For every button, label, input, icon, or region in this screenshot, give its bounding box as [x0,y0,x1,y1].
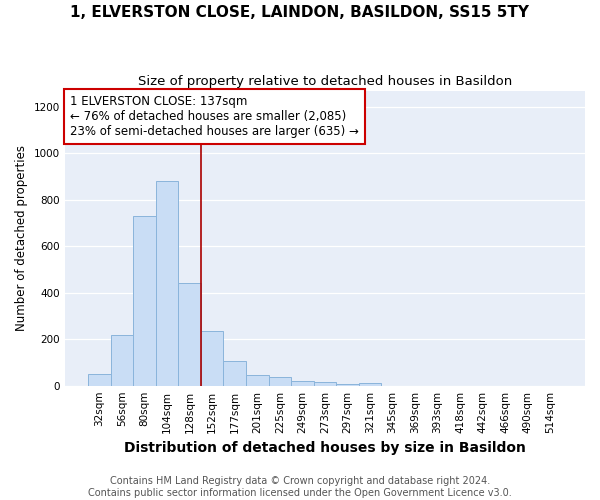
Text: Contains HM Land Registry data © Crown copyright and database right 2024.
Contai: Contains HM Land Registry data © Crown c… [88,476,512,498]
Text: 1, ELVERSTON CLOSE, LAINDON, BASILDON, SS15 5TY: 1, ELVERSTON CLOSE, LAINDON, BASILDON, S… [71,5,530,20]
Bar [336,384,359,386]
Bar [156,181,178,386]
Bar [178,284,201,386]
Bar [246,375,269,386]
X-axis label: Distribution of detached houses by size in Basildon: Distribution of detached houses by size … [124,441,526,455]
Bar [111,334,133,386]
Bar [291,381,314,386]
Bar [88,374,111,386]
Bar [269,377,291,386]
Bar [359,384,381,386]
Bar [314,382,336,386]
Bar [201,331,223,386]
Bar [133,216,156,386]
Text: 1 ELVERSTON CLOSE: 137sqm
← 76% of detached houses are smaller (2,085)
23% of se: 1 ELVERSTON CLOSE: 137sqm ← 76% of detac… [70,95,359,138]
Bar [223,362,246,386]
Y-axis label: Number of detached properties: Number of detached properties [15,145,28,331]
Title: Size of property relative to detached houses in Basildon: Size of property relative to detached ho… [138,75,512,88]
